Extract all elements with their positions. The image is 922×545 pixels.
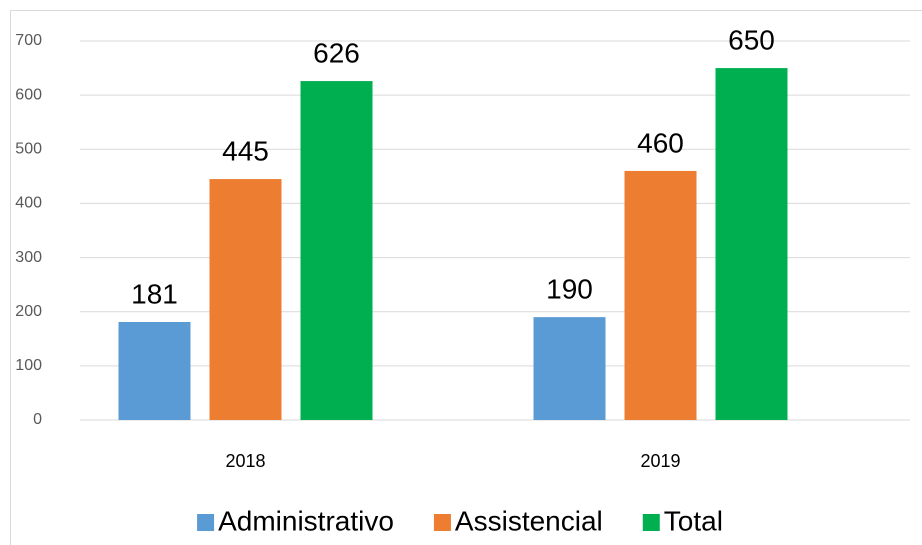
- legend-swatch: [197, 514, 215, 531]
- y-tick-label: 300: [15, 249, 42, 266]
- y-tick-label: 0: [33, 411, 42, 428]
- bar: [209, 179, 282, 420]
- bar: [624, 170, 697, 420]
- y-tick-label: 500: [15, 141, 42, 158]
- bar: [118, 322, 191, 420]
- data-label: 460: [637, 127, 684, 158]
- legend-swatch: [642, 514, 660, 531]
- data-label: 190: [546, 274, 593, 305]
- x-tick-label: 2019: [640, 451, 680, 471]
- legend-label: Administrativo: [218, 505, 394, 536]
- data-label: 181: [131, 278, 178, 309]
- bar: [533, 317, 606, 420]
- y-tick-label: 100: [15, 357, 42, 374]
- y-tick-label: 600: [15, 86, 42, 103]
- data-label: 650: [728, 24, 775, 55]
- bar: [300, 81, 373, 421]
- legend-label: Assistencial: [455, 505, 603, 536]
- legend-label: Total: [664, 505, 723, 536]
- data-label: 626: [313, 37, 360, 68]
- y-tick-label: 400: [15, 195, 42, 212]
- legend-swatch: [433, 514, 451, 531]
- y-tick-label: 700: [15, 32, 42, 49]
- x-tick-label: 2018: [225, 451, 265, 471]
- bar: [715, 68, 788, 421]
- chart-frame: [10, 10, 922, 545]
- data-label: 445: [222, 135, 269, 166]
- y-tick-label: 200: [15, 303, 42, 320]
